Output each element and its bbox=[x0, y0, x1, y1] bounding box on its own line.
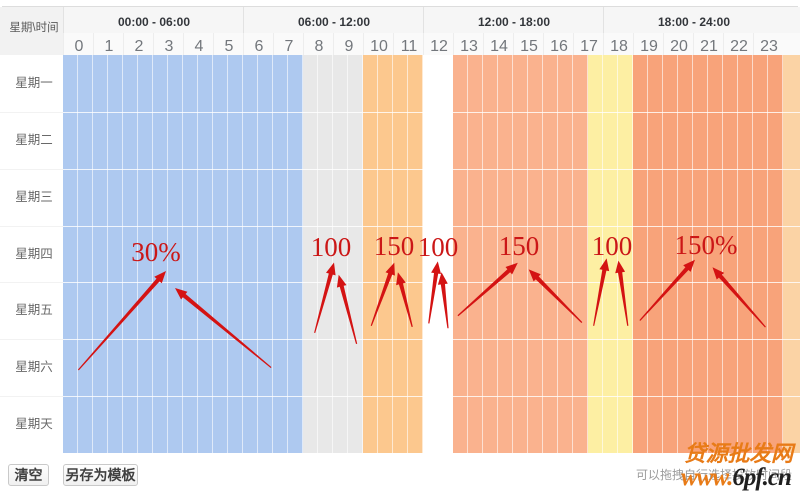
svg-text:150: 150 bbox=[374, 231, 415, 261]
svg-text:150%: 150% bbox=[675, 230, 738, 260]
svg-text:150: 150 bbox=[499, 231, 540, 261]
svg-text:30%: 30% bbox=[131, 237, 181, 267]
svg-text:100: 100 bbox=[592, 231, 633, 261]
svg-text:贷源批发网: 贷源批发网 bbox=[684, 441, 796, 466]
svg-text:www.6pf.cn: www.6pf.cn bbox=[681, 464, 791, 491]
svg-text:100: 100 bbox=[418, 232, 459, 262]
svg-text:100: 100 bbox=[311, 232, 352, 262]
